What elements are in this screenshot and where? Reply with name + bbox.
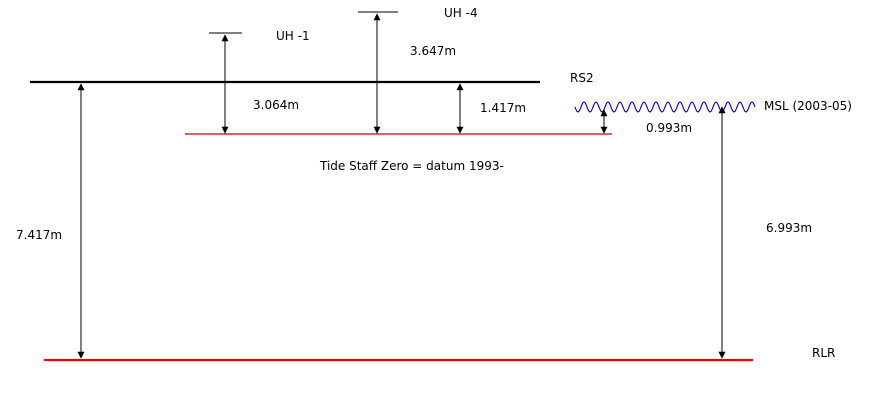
msl-tsz-measurement: 0.993m xyxy=(646,121,692,135)
uh1-measurement: 3.064m xyxy=(253,98,299,112)
uh4-measurement: 3.647m xyxy=(410,44,456,58)
msl-label: MSL (2003-05) xyxy=(764,99,852,113)
msl-rlr-measurement: 6.993m xyxy=(766,221,812,235)
msl-wave xyxy=(574,101,756,113)
uh4-label: UH -4 xyxy=(444,6,478,20)
tide-staff-zero-label: Tide Staff Zero = datum 1993- xyxy=(319,159,504,173)
uh1-label: UH -1 xyxy=(276,29,310,43)
rs2-rlr-measurement: 7.417m xyxy=(16,228,62,242)
rs2-label: RS2 xyxy=(570,71,594,85)
rlr-label: RLR xyxy=(812,346,835,360)
rs2-tsz-measurement: 1.417m xyxy=(480,101,526,115)
